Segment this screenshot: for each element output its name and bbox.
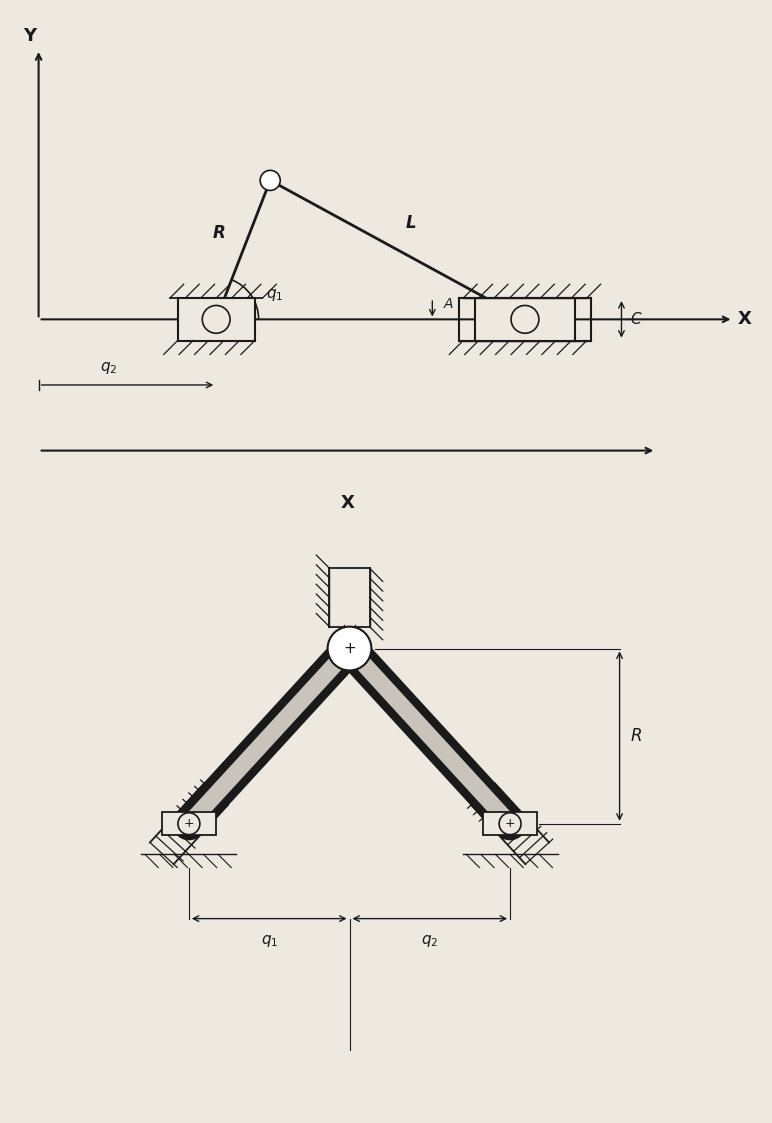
Circle shape — [327, 627, 371, 670]
Circle shape — [260, 171, 280, 191]
Text: +: + — [505, 818, 516, 830]
Circle shape — [511, 305, 539, 334]
Text: L: L — [405, 214, 416, 232]
Text: R: R — [631, 727, 642, 746]
Circle shape — [178, 813, 200, 834]
Text: $q_1$: $q_1$ — [260, 933, 278, 949]
Bar — [475, 298, 575, 340]
Text: +: + — [184, 818, 195, 830]
Text: X: X — [340, 494, 354, 512]
Bar — [161, 812, 216, 836]
Bar — [178, 298, 255, 340]
Bar — [482, 812, 537, 836]
Text: R: R — [212, 225, 225, 243]
Text: $q_1$: $q_1$ — [266, 286, 284, 303]
Text: +: + — [343, 641, 356, 656]
Text: $q_2$: $q_2$ — [100, 360, 117, 376]
Text: X: X — [737, 310, 751, 328]
Text: $q_2$: $q_2$ — [421, 933, 438, 949]
Circle shape — [499, 813, 521, 834]
Circle shape — [202, 305, 230, 334]
Text: Y: Y — [23, 27, 36, 45]
Text: A: A — [444, 296, 453, 311]
Text: C: C — [631, 312, 642, 327]
